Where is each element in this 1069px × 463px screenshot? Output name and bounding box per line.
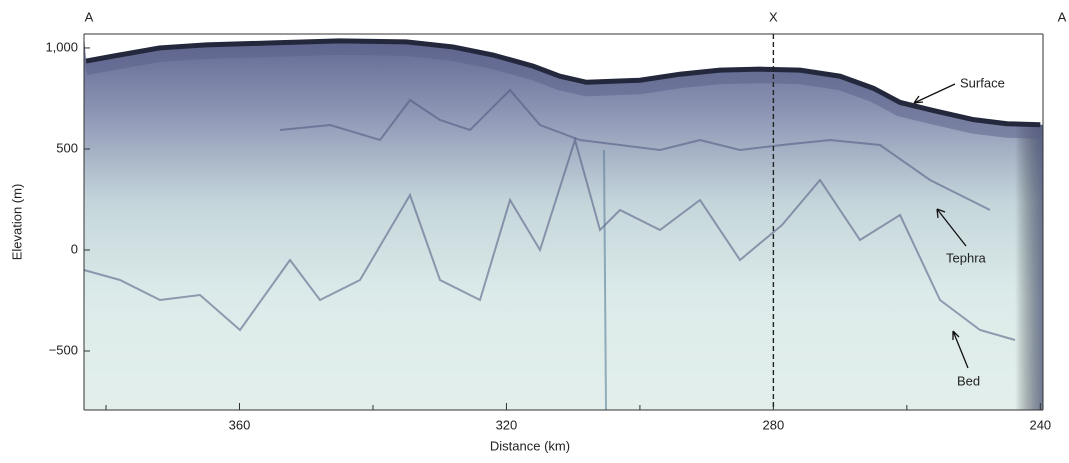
surface-arrow: [913, 83, 956, 104]
x-tick-label: 240: [1029, 417, 1051, 432]
y-tick-label: −500: [49, 342, 78, 357]
x-tick-label: 320: [496, 417, 518, 432]
tephra-arrow: [936, 208, 967, 247]
y-axis-label: Elevation (m): [9, 184, 24, 261]
profile-end-label: A: [1058, 9, 1067, 24]
annotation-arrows: [913, 83, 969, 369]
marker-label: X: [769, 9, 778, 24]
annotation-bed: Bed: [957, 373, 980, 388]
x-tick-label: 280: [763, 417, 785, 432]
bed-arrow: [952, 330, 969, 369]
plot-area: [83, 34, 1043, 411]
annotation-tephra: Tephra: [946, 250, 987, 265]
surface-line: [85, 38, 1041, 128]
y-tick-label: 1,000: [45, 39, 78, 54]
annotation-surface: Surface: [960, 75, 1005, 90]
profile-start-label: A: [85, 9, 94, 24]
surface-band: [84, 40, 1041, 139]
bed-reflections: [83, 88, 1016, 341]
y-tick-label: 0: [71, 241, 78, 256]
vertical-artifact: [603, 149, 607, 411]
sky: [84, 34, 1043, 125]
y-tick-label: 500: [56, 140, 78, 155]
x-tick-label: 360: [229, 417, 251, 432]
x-axis-label: Distance (km): [490, 438, 570, 453]
